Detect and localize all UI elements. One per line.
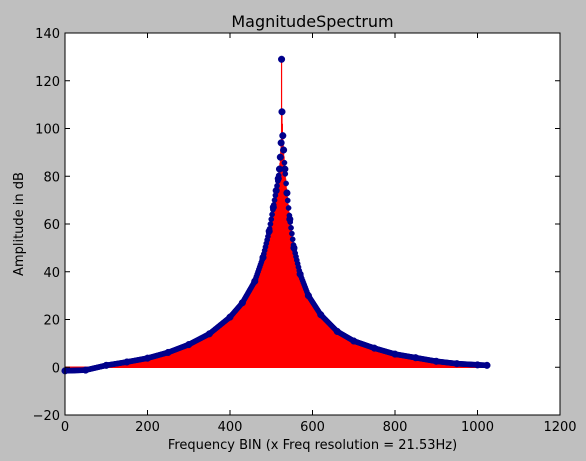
data-point [281, 165, 289, 173]
y-tick-label: 80 [43, 170, 60, 185]
data-point [274, 175, 282, 183]
chart-title: MagnitudeSpectrum [231, 12, 393, 31]
data-point [123, 358, 131, 366]
data-point [143, 354, 152, 362]
data-point [290, 244, 298, 252]
data-point [259, 253, 267, 261]
data-point [350, 337, 358, 345]
data-point [432, 357, 440, 365]
data-point [271, 197, 278, 203]
x-tick-label: 800 [383, 420, 408, 435]
data-point [185, 341, 193, 349]
x-tick-label: 600 [300, 420, 325, 435]
data-point [269, 211, 275, 218]
data-point [277, 139, 285, 147]
y-tick-label: 120 [35, 75, 60, 90]
data-point [483, 361, 491, 369]
data-point [268, 216, 275, 223]
data-point [226, 313, 234, 321]
data-point [288, 224, 294, 231]
data-point [283, 180, 289, 187]
data-point [333, 327, 341, 335]
x-tick-label: 1200 [543, 420, 576, 435]
y-axis-label: Amplitude in dB [12, 172, 27, 276]
data-point [278, 55, 286, 63]
data-point [82, 366, 90, 374]
data-point [269, 203, 277, 211]
data-point [412, 354, 420, 362]
y-tick-label: 140 [35, 27, 60, 42]
x-tick-label: 200 [135, 420, 160, 435]
data-point [317, 311, 325, 319]
data-point [283, 189, 291, 197]
data-point [286, 215, 294, 223]
data-point [304, 292, 312, 300]
y-tick-label: 40 [43, 266, 60, 281]
y-tick-label: −20 [33, 409, 60, 424]
data-point [102, 361, 110, 369]
data-point [267, 221, 274, 227]
data-point [391, 350, 399, 358]
data-marks [61, 55, 491, 375]
data-point [370, 344, 378, 352]
data-point [265, 227, 273, 235]
data-point [289, 236, 296, 243]
data-point [279, 132, 287, 140]
data-point [289, 230, 295, 237]
data-point [276, 153, 284, 161]
data-point [473, 361, 482, 369]
data-point [164, 348, 172, 356]
data-point [278, 108, 286, 116]
y-tick-label: 60 [43, 218, 60, 233]
x-tick-label: 1000 [461, 420, 494, 435]
data-point [205, 330, 213, 338]
data-point [238, 299, 246, 307]
y-tick-label: 0 [52, 361, 60, 376]
data-point [284, 197, 291, 204]
y-tick-label: 20 [43, 314, 60, 329]
data-point [251, 277, 259, 285]
data-point [296, 270, 304, 278]
x-tick-label: 0 [61, 420, 69, 435]
data-point [285, 205, 292, 211]
data-point [280, 146, 288, 154]
data-point [272, 187, 280, 195]
y-tick-label: 100 [35, 123, 60, 138]
x-axis-label: Frequency BIN (x Freq resolution = 21.53… [168, 438, 457, 453]
axis-ticks: 0 200 400 600 800 1000 1200−200204060801001201… [33, 27, 577, 435]
x-tick-label: 400 [218, 420, 243, 435]
data-point [281, 159, 288, 166]
data-point [453, 360, 461, 368]
